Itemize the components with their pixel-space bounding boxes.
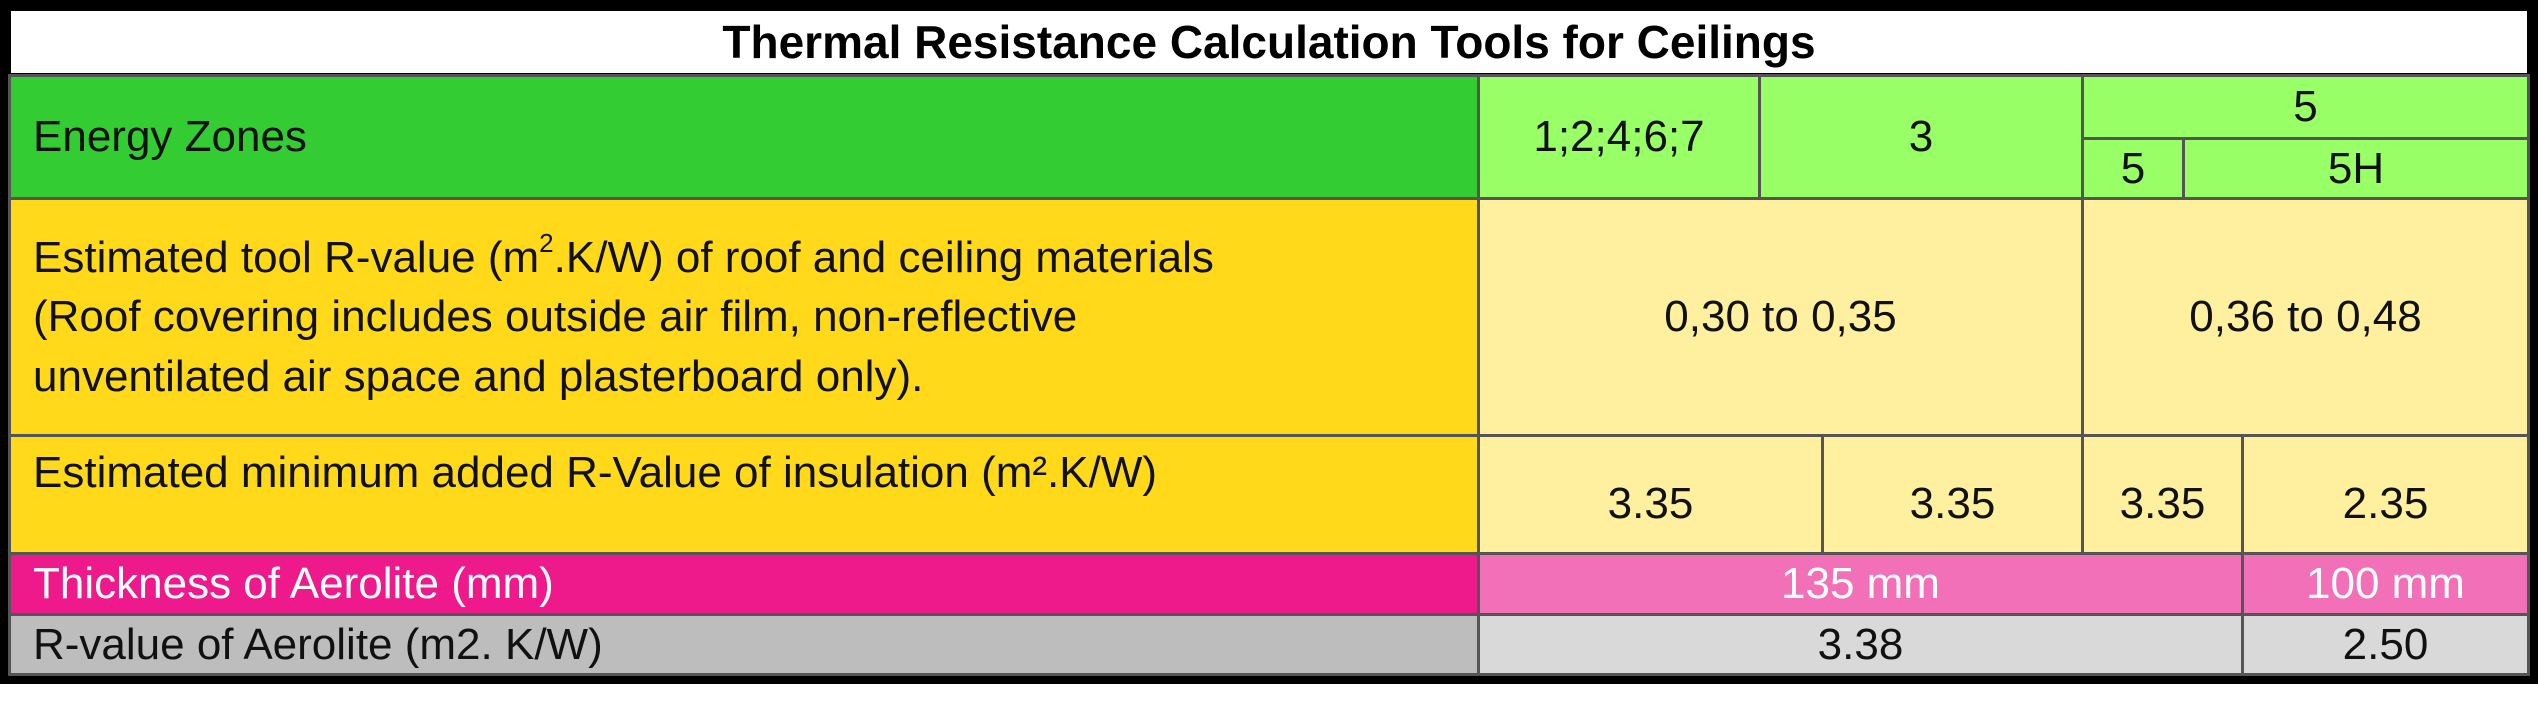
tool-r-value-line1: Estimated tool R-value (m2.K/W) of roof … — [33, 228, 1214, 282]
min-added-r-value-label: Estimated minimum added R-Value of insul… — [8, 434, 1480, 555]
tool-r-value-zones-1-3: 0,30 to 0,35 — [1477, 197, 2084, 437]
min-added-value-3: 3.35 — [2081, 434, 2244, 555]
min-added-value-2: 3.35 — [1821, 434, 2084, 555]
tool-r-value-line3: unventilated air space and plasterboard … — [33, 351, 924, 401]
min-added-value-4: 2.35 — [2241, 434, 2530, 555]
tool-r-value-label: Estimated tool R-value (m2.K/W) of roof … — [8, 197, 1480, 437]
thickness-value-100: 100 mm — [2241, 552, 2530, 616]
zone-5-group: 5 — [2081, 74, 2530, 140]
energy-zones-label: Energy Zones — [8, 74, 1480, 200]
r-value-250: 2.50 — [2241, 613, 2530, 676]
thickness-value-135: 135 mm — [1477, 552, 2244, 616]
tool-r-value-zone-5: 0,36 to 0,48 — [2081, 197, 2530, 437]
zone-3: 3 — [1758, 74, 2084, 200]
table-title: Thermal Resistance Calculation Tools for… — [8, 8, 2530, 76]
zone-1-2-4-6-7: 1;2;4;6;7 — [1477, 74, 1761, 200]
thickness-label: Thickness of Aerolite (mm) — [8, 552, 1480, 616]
zone-5: 5 — [2081, 137, 2185, 200]
r-value-338: 3.38 — [1477, 613, 2244, 676]
thermal-resistance-table: Thermal Resistance Calculation Tools for… — [0, 0, 2538, 684]
tool-r-value-line2: (Roof covering includes outside air film… — [33, 292, 1078, 342]
min-added-value-1: 3.35 — [1477, 434, 1824, 555]
zone-5h: 5H — [2182, 137, 2530, 200]
r-value-label: R-value of Aerolite (m2. K/W) — [8, 613, 1480, 676]
